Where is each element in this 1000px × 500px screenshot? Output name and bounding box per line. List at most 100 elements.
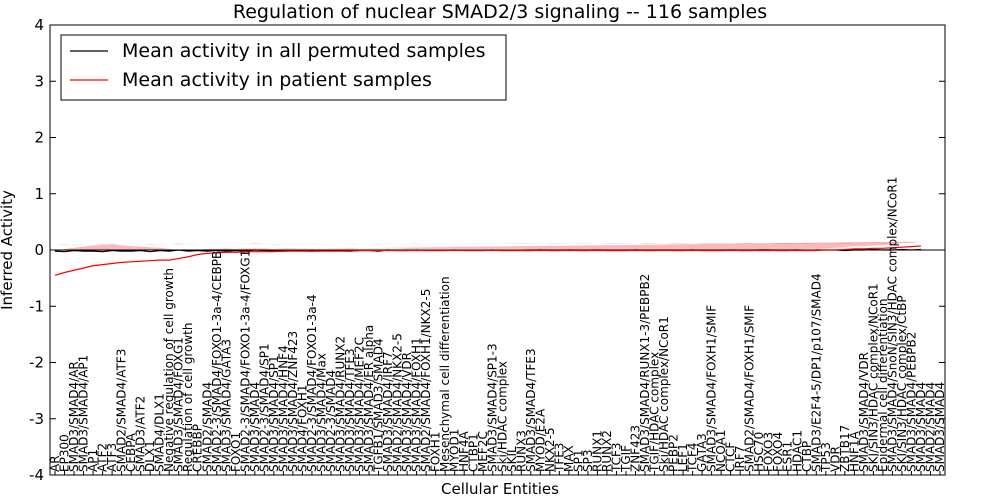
category-label: Negative regulation of cell growth: [162, 268, 176, 472]
y-tick-label: -1: [29, 297, 44, 315]
plot-frame: [49, 24, 946, 476]
category-label: SMAD3/SMAD4: [914, 382, 928, 472]
category-label: SKIL: [505, 446, 519, 472]
y-tick-label: 0: [34, 241, 44, 259]
category-label: SMAD3/SMAD4/FOXH1: [410, 337, 424, 472]
band-series-0: [55, 242, 921, 245]
y-axis-label: Inferred Activity: [0, 190, 16, 310]
category-label: FOXO1: [229, 432, 243, 472]
category-label: EP300: [58, 434, 72, 472]
y-tick-label: 1: [34, 185, 44, 203]
category-label: Ski/HDAC complex/NCoR1: [657, 316, 671, 472]
legend-label-patient: Mean activity in patient samples: [122, 69, 432, 91]
category-label: SMAD2/SMAD4: [923, 382, 937, 472]
category-label: MYOD/E2A: [533, 408, 547, 472]
category-label: SMAD2/SMAD4/FOXH1/SMIF: [743, 305, 757, 472]
category-label: VDR: [828, 446, 842, 472]
category-label: RUNX3: [514, 430, 528, 472]
category-label: CTBP: [800, 441, 814, 472]
category-label: SMAD4/FOXH1: [295, 384, 309, 472]
category-label: FOXO4: [771, 432, 785, 472]
category-label: CEBPA: [124, 432, 138, 472]
category-label: SMAD3/SMAD4: [248, 382, 262, 472]
category-label: SMAD3/SMAD4/TFE3: [524, 348, 538, 472]
category-label: GATA3: [695, 433, 709, 472]
category-label: SMAD3/SMAD4/SnoN/SIN3/HDAC complex/NCoR1: [885, 177, 899, 472]
category-label: MYOD1: [448, 429, 462, 472]
legend-box: [60, 34, 507, 101]
category-label: SMAD3/SMAD4/AR: [67, 361, 81, 472]
y-tick-label: 3: [34, 72, 44, 90]
category-label: SMAD2-3/SMAD4/SP1: [257, 343, 271, 472]
category-label: SMAD3/SMAD4/FOXG1: [172, 337, 186, 472]
y-tick-label: 4: [34, 16, 44, 34]
category-label: SMAD3/E2F4-5/DP1/p107/SMAD4: [809, 273, 823, 472]
category-label: SMAD4/DLX1: [153, 393, 167, 472]
legend: Mean activity in all permuted samples Me…: [60, 34, 507, 101]
category-label: Ski/HDAC complex: [495, 361, 509, 472]
category-label: HNF4A: [457, 430, 471, 472]
category-label: DLX1: [143, 440, 157, 472]
legend-label-permuted: Mean activity in all permuted samples: [122, 40, 485, 62]
y-tick-label: -3: [29, 410, 44, 428]
category-label: HDAC1: [790, 430, 804, 472]
category-label: TGFB1/SMAD3/SMAD4: [372, 338, 386, 473]
category-label: TFE3: [552, 443, 566, 473]
category-label: SMAD2-3/SMAD4/FOXO1-3a-4/FOXG1: [238, 250, 252, 472]
category-label: FOXH1: [429, 432, 443, 472]
confidence-bands: [55, 241, 921, 252]
category-label: SMAD3/SMAD4/IRF7: [381, 351, 395, 472]
category-label: CTCF: [724, 442, 738, 472]
category-label: CREBBP: [191, 424, 205, 472]
category-label: TGIF/HDAC complex: [648, 352, 662, 473]
y-tick-label: -2: [29, 354, 44, 372]
y-tick-label: 2: [34, 129, 44, 147]
category-label: MAX: [562, 445, 576, 472]
category-label: SMAD3/SMAD4/MEF2C: [353, 337, 367, 472]
category-label: SMAD2/SMAD4/FOXH1/NKX2-5: [419, 289, 433, 472]
category-label: TGIF: [619, 445, 633, 473]
category-label: AP1: [86, 449, 100, 472]
category-label: SMAD2/SMAD4/NKX2-5: [391, 333, 405, 472]
category-label: ATF3: [105, 443, 119, 472]
category-label: SMAD3/SMAD4/RUNX1-3/PEBPB2: [638, 274, 652, 472]
category-label: NCOA1: [714, 430, 728, 472]
category-label: Epidermal cell differentiation: [876, 298, 890, 472]
category-label: SP1: [571, 450, 585, 473]
category-label: TCF4: [686, 442, 700, 473]
category-label: RUNX2: [600, 430, 614, 472]
category-label: SMAD3/SMAD4/RUNX2: [333, 336, 347, 472]
category-label: SMAD3/SMAD4/ER alpha: [362, 325, 376, 472]
category-label: NKX2-5: [543, 427, 557, 472]
category-label: SMAD3/SMAD4/HNF4: [276, 345, 290, 472]
category-label: PEBP2: [667, 434, 681, 472]
category-label: HNF1A: [847, 430, 861, 472]
category-label: SMAD3/SMAD4/GATA3: [219, 339, 233, 472]
category-label: SKI/SIN3/HDAC complex/CtBP: [895, 295, 909, 472]
category-label: Mesenchymal cell differentiation: [438, 276, 452, 472]
category-label: SMAD3/SMAD4/VDR: [400, 352, 414, 472]
band-series-1: [55, 241, 921, 252]
line-series-1: [54, 245, 922, 276]
category-label: SMAD2-3/SMAD4/FOXO1-3a-4: [305, 294, 319, 472]
category-label: FOXO3: [762, 432, 776, 472]
category-label: SMAD3/SMAD4/TFE3: [343, 348, 357, 472]
category-label: ZNF423: [628, 425, 642, 472]
category-label: SMAD3/SMAD4/SP1: [267, 355, 281, 472]
category-label: IRF7: [733, 446, 747, 472]
category-label: SMAD3/SMAD4/VDR: [857, 352, 871, 472]
category-label: MEF2C: [476, 431, 490, 472]
category-label: TCF3: [609, 442, 623, 473]
category-label: SMAD2/SMAD4/ATF3: [115, 349, 129, 472]
category-label: SMAD3/SMAD4/FOXH1/SMIF: [705, 305, 719, 472]
category-label: SMAD2-3/SMAD4/FOXO1-3a-4/CEBPB: [210, 251, 224, 472]
category-label: SMAD3/SMAD4/PEBPB2: [904, 332, 918, 472]
category-label: SMAD3/SMAD4/Max: [314, 353, 328, 472]
chart-title: Regulation of nuclear SMAD2/3 signaling …: [233, 1, 767, 23]
category-label: SMAD3/SMAD4/ZNF423: [286, 331, 300, 472]
x-axis-label: Cellular Entities: [441, 480, 559, 498]
category-label: CTBP1: [467, 433, 481, 472]
category-label: Regulation of cell growth: [181, 323, 195, 473]
category-label: ATF2: [96, 443, 110, 472]
series-lines: [50, 245, 945, 276]
